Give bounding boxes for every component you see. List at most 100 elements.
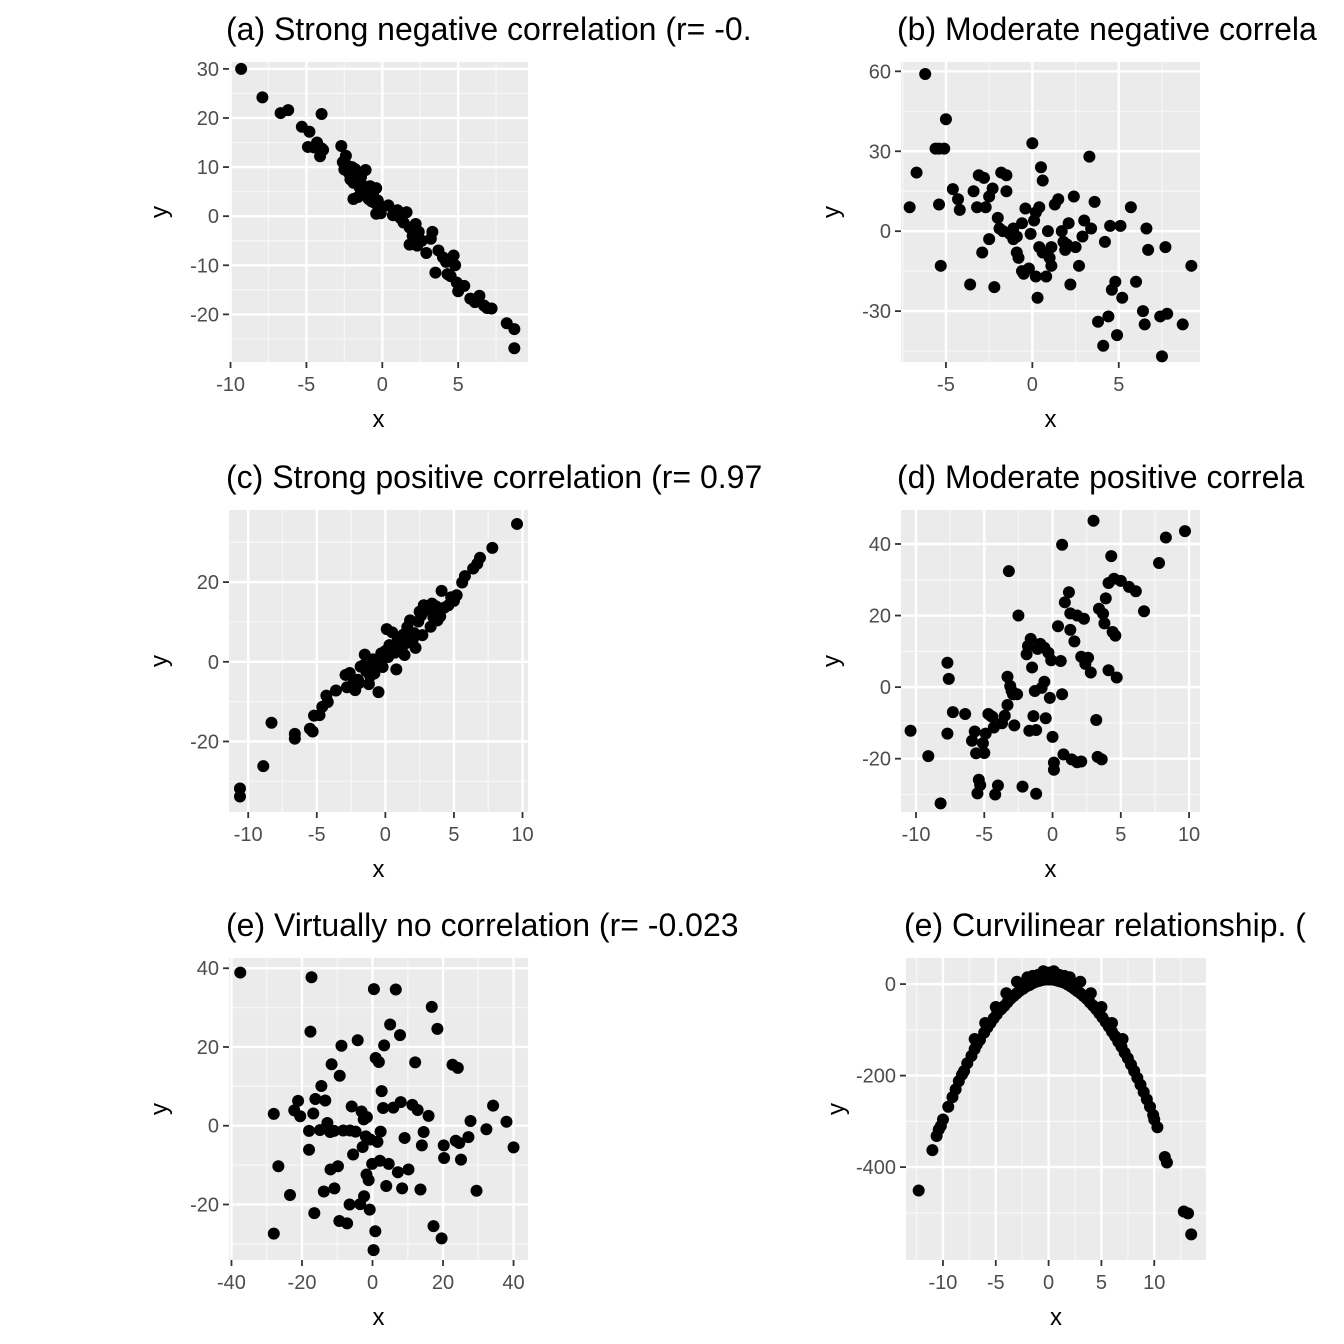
- x-tick-label: -5: [308, 824, 326, 846]
- data-point: [1116, 1032, 1129, 1045]
- data-point: [977, 171, 990, 184]
- data-point: [303, 1143, 316, 1156]
- data-point: [1083, 150, 1096, 163]
- data-point: [1016, 780, 1029, 793]
- x-tick-label: -10: [929, 1272, 958, 1294]
- data-point: [394, 1096, 407, 1109]
- data-point: [422, 1109, 435, 1122]
- data-point: [303, 1124, 316, 1137]
- data-point: [458, 279, 471, 292]
- x-tick-label: 5: [1096, 1272, 1107, 1294]
- data-point: [508, 323, 521, 336]
- data-point: [989, 788, 1002, 801]
- data-point: [1064, 278, 1077, 291]
- data-point: [370, 182, 383, 195]
- data-point: [1098, 617, 1111, 630]
- data-point: [429, 266, 442, 279]
- x-tick-label: -10: [902, 824, 931, 846]
- data-point: [485, 302, 498, 315]
- data-point: [1045, 241, 1058, 254]
- x-axis-label: x: [373, 1304, 385, 1331]
- panel-6: (e) Curvilinear relationship. (-10 -5 0 5 10…: [823, 907, 1306, 1331]
- data-point: [983, 190, 996, 203]
- data-point: [347, 192, 360, 205]
- x-tick-label: 40: [502, 1272, 524, 1294]
- data-point: [1129, 585, 1142, 598]
- data-point: [1085, 222, 1098, 235]
- data-point: [936, 1113, 949, 1126]
- data-point: [417, 1126, 430, 1139]
- data-point: [409, 641, 422, 654]
- data-point: [329, 684, 342, 697]
- data-point: [1105, 1016, 1118, 1029]
- data-point: [1034, 161, 1047, 174]
- data-point: [986, 710, 999, 723]
- data-point: [353, 676, 366, 689]
- data-point: [435, 1232, 448, 1245]
- data-point: [1088, 195, 1101, 208]
- y-tick-label: 30: [197, 59, 219, 81]
- data-point: [1140, 222, 1153, 235]
- data-point: [926, 1144, 939, 1157]
- data-point: [371, 1135, 384, 1148]
- data-point: [1185, 259, 1198, 272]
- data-point: [356, 1140, 369, 1153]
- plot-background: [906, 958, 1206, 1260]
- panel-title: (a) Strong negative correlation (r= -0.: [226, 11, 752, 47]
- x-tick-label: -5: [298, 374, 316, 396]
- panel-2: (b) Moderate negative correla -5 0 5 -30 0 30 6…: [818, 11, 1317, 433]
- data-point: [942, 672, 955, 685]
- data-point: [979, 201, 992, 214]
- data-point: [1075, 650, 1088, 663]
- x-tick-label: -40: [217, 1272, 246, 1294]
- data-point: [367, 983, 380, 996]
- data-point: [1068, 635, 1081, 648]
- data-point: [1102, 310, 1115, 323]
- data-point: [1114, 574, 1127, 587]
- data-point: [1092, 315, 1105, 328]
- data-point: [1111, 329, 1124, 342]
- data-point: [294, 1110, 307, 1123]
- data-point: [939, 113, 952, 126]
- data-point: [1159, 531, 1172, 544]
- y-axis-label: y: [823, 1103, 850, 1115]
- data-point: [390, 663, 403, 676]
- data-point: [315, 108, 328, 121]
- data-point: [974, 779, 987, 792]
- data-point: [1073, 259, 1086, 272]
- data-point: [1007, 233, 1020, 246]
- x-tick-label: 10: [1143, 1272, 1165, 1294]
- data-point: [1043, 691, 1056, 704]
- data-point: [437, 1139, 450, 1152]
- data-point: [942, 1100, 955, 1113]
- x-axis-label: x: [373, 856, 385, 883]
- y-tick-label: 20: [197, 108, 219, 130]
- data-point: [989, 1000, 1002, 1013]
- panel-title: (e) Virtually no correlation (r= -0.023: [226, 907, 739, 943]
- data-point: [343, 1198, 356, 1211]
- data-point: [1038, 675, 1051, 688]
- x-tick-label: 5: [1115, 824, 1126, 846]
- data-point: [1138, 318, 1151, 331]
- data-point: [396, 1182, 409, 1195]
- x-tick-label: -10: [216, 374, 245, 396]
- data-point: [321, 1116, 334, 1129]
- x-tick-label: 10: [511, 824, 533, 846]
- data-point: [341, 1217, 354, 1230]
- panel-5: (e) Virtually no correlation (r= -0.023 -…: [146, 907, 739, 1331]
- data-point: [304, 1025, 317, 1038]
- data-point: [307, 1107, 320, 1120]
- data-point: [1036, 246, 1049, 259]
- data-point: [438, 1152, 451, 1165]
- data-point: [451, 1061, 464, 1074]
- data-point: [979, 727, 992, 740]
- data-point: [380, 1179, 393, 1192]
- data-point: [1015, 217, 1028, 230]
- data-point: [358, 1190, 371, 1203]
- data-point: [1019, 202, 1032, 215]
- y-tick-label: 10: [197, 157, 219, 179]
- data-point: [1012, 251, 1025, 264]
- data-point: [306, 725, 319, 738]
- data-point: [1002, 565, 1015, 578]
- data-point: [453, 1137, 466, 1150]
